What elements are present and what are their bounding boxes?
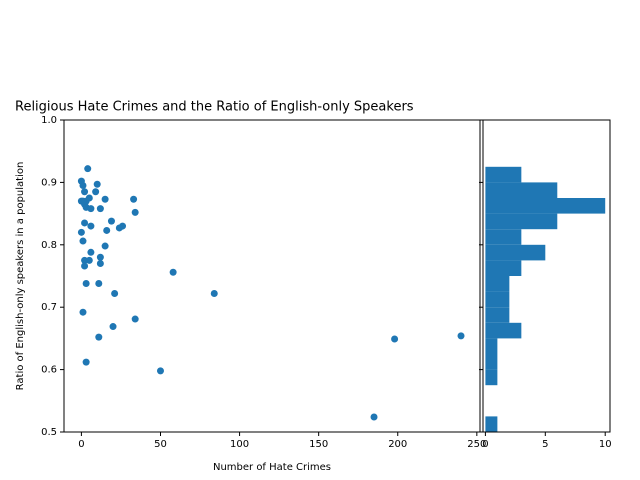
scatter-point — [101, 195, 109, 203]
scatter-point — [84, 165, 92, 173]
y-tick-label: 0.8 — [41, 240, 57, 251]
y-tick-label: 0.9 — [41, 177, 57, 188]
scatter-point — [81, 262, 89, 270]
scatter-point — [210, 289, 218, 297]
scatter-point — [130, 195, 138, 203]
scatter-point — [96, 260, 104, 268]
scatter-point — [103, 226, 111, 234]
scatter-point — [111, 289, 119, 297]
scatter-point — [93, 180, 101, 188]
histogram-bar — [485, 244, 546, 261]
scatter-point — [95, 279, 103, 287]
x-tick-label: 250 — [467, 439, 486, 450]
histogram-bar — [485, 322, 522, 339]
axes-frame — [482, 119, 611, 433]
scatter-point — [457, 332, 465, 340]
scatter-point — [101, 242, 109, 250]
scatter-point — [82, 279, 90, 287]
histogram-bar — [485, 260, 522, 276]
scatter-point — [79, 308, 87, 316]
y-tick-label: 0.5 — [41, 427, 57, 438]
scatter-point — [109, 323, 117, 331]
chart-title: Religious Hate Crimes and the Ratio of E… — [15, 100, 414, 115]
scatter-point — [169, 268, 177, 276]
scatter-point — [131, 315, 139, 323]
scatter-point — [156, 367, 164, 375]
x-tick-label: 5 — [542, 439, 548, 450]
scatter-point — [87, 205, 95, 213]
histogram-bar — [485, 213, 558, 230]
scatter-point — [95, 333, 103, 341]
scatter-point — [115, 224, 123, 232]
histogram-bar — [485, 166, 522, 183]
y-tick-label: 0.7 — [41, 302, 57, 313]
scatter-point — [370, 413, 378, 421]
histogram-bar — [485, 276, 510, 292]
y-axis-label: Ratio of English-only speakers in a popu… — [15, 162, 26, 391]
histogram-bar — [485, 198, 606, 214]
x-tick-label: 50 — [154, 439, 167, 450]
y-tick-label: 0.6 — [41, 365, 57, 376]
x-tick-label: 150 — [309, 439, 328, 450]
scatter-point — [87, 248, 95, 256]
scatter-point — [79, 237, 87, 245]
axes-frame — [63, 119, 481, 433]
scatter-point — [87, 222, 95, 230]
histogram-bar — [485, 416, 498, 432]
scatter-point — [85, 256, 93, 264]
histogram-bar — [485, 307, 510, 323]
scatter-point — [96, 205, 104, 213]
scatter-point — [391, 335, 399, 343]
scatter-point — [82, 358, 90, 366]
x-tick-label: 10 — [599, 439, 612, 450]
y-tick-label: 1.0 — [41, 115, 57, 126]
scatter-point — [92, 188, 100, 196]
scatter-point — [81, 219, 89, 227]
histogram-bar — [485, 182, 558, 198]
scatter-point — [81, 188, 89, 196]
histogram-bar — [485, 338, 498, 354]
x-axis-label: Number of Hate Crimes — [213, 462, 331, 473]
histogram-bar — [485, 369, 498, 386]
x-tick-label: 0 — [482, 439, 488, 450]
histogram-bar — [485, 291, 510, 308]
scatter-point — [131, 208, 139, 216]
x-tick-label: 0 — [78, 439, 84, 450]
scatter-point — [79, 182, 87, 190]
x-tick-label: 200 — [388, 439, 407, 450]
histogram-bar — [485, 229, 522, 245]
histogram-bar — [485, 354, 498, 370]
x-tick-label: 100 — [230, 439, 249, 450]
scatter-point — [79, 197, 87, 205]
scatter-point — [77, 228, 85, 236]
scatter-point — [96, 253, 104, 261]
scatter-point — [107, 217, 115, 225]
